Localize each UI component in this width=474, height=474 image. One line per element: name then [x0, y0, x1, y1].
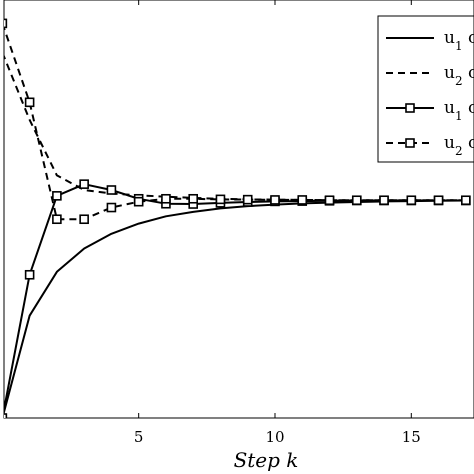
legend-label: u1 c [444, 98, 474, 123]
data-point-marker [161, 193, 171, 204]
data-point-marker [79, 179, 89, 189]
legend-item: u1 c [386, 28, 474, 53]
data-point-marker [52, 191, 62, 201]
legend-label: u2 c [444, 63, 474, 88]
data-point-marker [188, 193, 198, 204]
data-point-marker [106, 185, 117, 195]
legend-item: u2 c [386, 63, 474, 88]
series-layer [4, 18, 471, 418]
x-axis-ticks: 5 10 15 [134, 0, 421, 446]
data-point-marker [52, 214, 62, 225]
data-point-marker [24, 97, 35, 108]
series-line [4, 199, 466, 416]
data-point-marker [4, 413, 8, 418]
data-point-marker [106, 202, 117, 213]
series-1 [4, 199, 466, 416]
data-point-marker [433, 195, 444, 206]
x-tick-label: 15 [402, 428, 421, 446]
legend-label: u2 c [444, 133, 474, 158]
data-point-marker [297, 195, 308, 205]
plot-area-border [3, 0, 474, 419]
data-point-marker [379, 195, 389, 206]
plot-frame [3, 0, 474, 419]
data-point-marker [24, 269, 35, 280]
legend-marker [405, 138, 415, 148]
data-point-marker [324, 195, 335, 206]
legend: u1 c u2 c u1 c u2 c [377, 15, 474, 163]
x-tick-label: 5 [134, 428, 144, 446]
data-point-marker [4, 18, 8, 29]
data-point-marker [133, 196, 144, 207]
data-point-marker [351, 195, 362, 206]
series-4 [4, 18, 471, 225]
data-point-marker [461, 195, 471, 206]
data-point-marker [406, 195, 417, 206]
data-point-marker [79, 214, 89, 225]
x-tick-label: 10 [265, 428, 284, 446]
legend-box [377, 15, 474, 163]
x-axis-label: Step k [234, 448, 299, 472]
legend-label: u1 c [444, 28, 474, 53]
series-3 [4, 179, 471, 418]
legend-item: u2 c [386, 133, 474, 158]
data-point-marker [242, 194, 253, 205]
data-point-marker [215, 194, 226, 205]
legend-marker [405, 103, 415, 113]
data-point-marker [270, 195, 280, 205]
legend-item: u1 c [386, 98, 474, 123]
